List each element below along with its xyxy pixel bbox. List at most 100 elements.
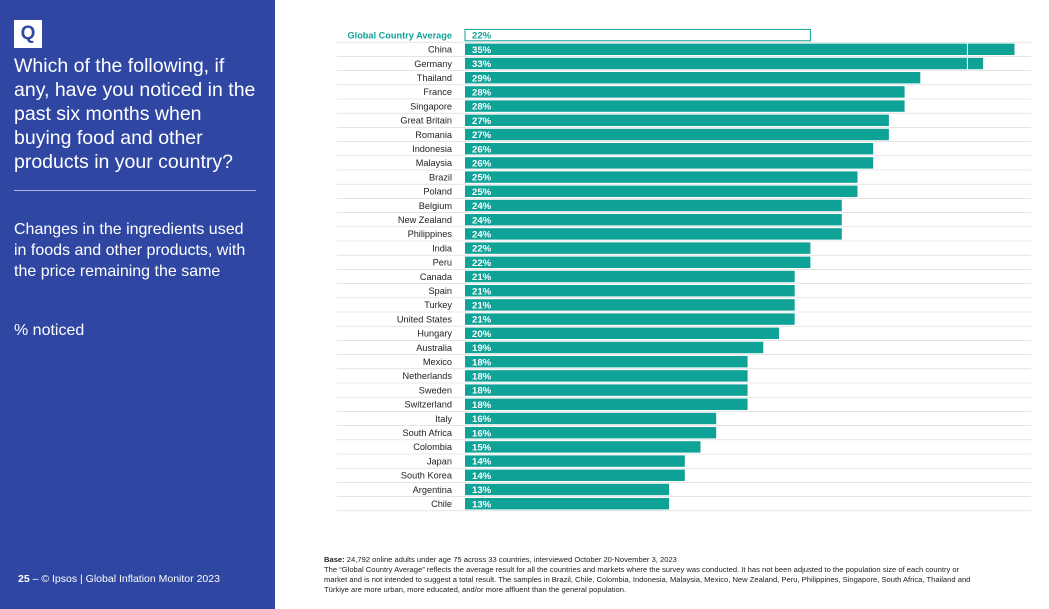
bar: [465, 270, 795, 283]
data-label: 21%: [472, 286, 492, 297]
bar: [465, 157, 874, 169]
base-note: Base: 24,792 online adults under age 75 …: [324, 555, 984, 595]
question-text: Which of the following, if any, have you…: [14, 55, 256, 173]
category-label: South Africa: [402, 428, 452, 438]
bar: [465, 214, 842, 226]
category-label: India: [432, 243, 453, 253]
data-label: 21%: [472, 301, 492, 312]
bar: [465, 299, 795, 311]
data-label: 22%: [472, 244, 492, 255]
category-label: Argentina: [413, 485, 453, 495]
bar: [465, 100, 905, 112]
bar: [465, 455, 685, 467]
data-label: 13%: [472, 485, 492, 496]
category-label: New Zealand: [398, 215, 452, 225]
bar: [465, 114, 889, 126]
bar: [465, 469, 685, 481]
category-label: Mexico: [423, 357, 452, 367]
category-label: Switzerland: [405, 400, 453, 410]
bar: [465, 171, 858, 183]
data-label: 20%: [472, 329, 492, 340]
bar: [465, 370, 748, 382]
bar: [465, 43, 1015, 55]
bar: [465, 356, 748, 368]
category-label: Canada: [420, 272, 453, 282]
category-label: Spain: [429, 286, 453, 296]
bar: [465, 313, 795, 325]
chart-subtitle: Changes in the ingredients used in foods…: [14, 221, 246, 280]
category-label: Singapore: [410, 101, 452, 111]
category-label: Italy: [435, 414, 452, 424]
data-label: 24%: [472, 230, 492, 241]
category-label: Global Country Average: [348, 30, 453, 40]
data-label: 16%: [472, 414, 492, 425]
data-label: 15%: [472, 443, 492, 454]
data-label: 18%: [472, 400, 492, 411]
data-label: 13%: [472, 499, 492, 510]
category-label: China: [428, 45, 453, 55]
category-label: Romania: [415, 130, 453, 140]
page-number: 25: [18, 573, 30, 585]
category-label: Belgium: [419, 201, 453, 211]
data-label: 29%: [472, 73, 492, 84]
bar: [465, 72, 921, 84]
category-label: Poland: [423, 187, 452, 197]
bar: [465, 341, 764, 354]
base-text: 24,792 online adults under age 75 across…: [344, 555, 677, 564]
category-label: United States: [397, 314, 453, 324]
category-label: France: [423, 87, 452, 97]
bar: [465, 483, 670, 496]
data-label: 21%: [472, 315, 492, 326]
data-label: 33%: [472, 59, 492, 70]
category-label: Great Britain: [400, 116, 452, 126]
category-label: Australia: [416, 343, 453, 353]
data-label: 22%: [472, 31, 492, 42]
bar: [465, 143, 874, 155]
category-label: Japan: [427, 456, 452, 466]
data-label: 24%: [472, 215, 492, 226]
bar: [465, 86, 905, 98]
average-explanation: The “Global Country Average” reflects th…: [324, 565, 971, 594]
category-label: Malaysia: [416, 158, 453, 168]
sidebar: Q Which of the following, if any, have y…: [0, 0, 275, 609]
bar: [465, 498, 670, 510]
data-label: 22%: [472, 258, 492, 269]
bar: [465, 228, 842, 240]
data-label: 18%: [472, 357, 492, 368]
category-label: Peru: [433, 258, 452, 268]
data-label: 28%: [472, 102, 492, 113]
unit-label: % noticed: [14, 322, 85, 339]
category-label: Hungary: [417, 329, 452, 339]
category-label: South Korea: [401, 471, 453, 481]
bar: [465, 57, 984, 70]
data-label: 24%: [472, 201, 492, 212]
bar: [465, 128, 889, 141]
data-label: 27%: [472, 130, 492, 141]
category-label: Colombia: [413, 442, 453, 452]
data-label: 26%: [472, 159, 492, 170]
bar: [465, 199, 842, 212]
average-bar: [464, 28, 811, 42]
data-label: 18%: [472, 372, 492, 383]
data-label: 27%: [472, 116, 492, 127]
category-label: Brazil: [429, 172, 452, 182]
data-label: 16%: [472, 428, 492, 439]
category-label: Turkey: [424, 300, 452, 310]
category-label: Sweden: [419, 385, 452, 395]
category-label: Germany: [414, 59, 452, 69]
data-label: 28%: [472, 88, 492, 99]
bar: [465, 242, 811, 254]
data-label: 19%: [472, 343, 492, 354]
bar: [465, 412, 717, 425]
category-label: Thailand: [417, 73, 452, 83]
bar: [465, 327, 779, 339]
base-label: Base:: [324, 555, 345, 564]
bar: [465, 427, 717, 439]
bar: [465, 185, 858, 197]
bar: [465, 285, 795, 297]
data-label: 26%: [472, 144, 492, 155]
footer-text: – © Ipsos | Global Inflation Monitor 202…: [29, 573, 220, 585]
divider: [14, 190, 256, 191]
data-label: 14%: [472, 471, 492, 482]
bar: [465, 256, 811, 268]
